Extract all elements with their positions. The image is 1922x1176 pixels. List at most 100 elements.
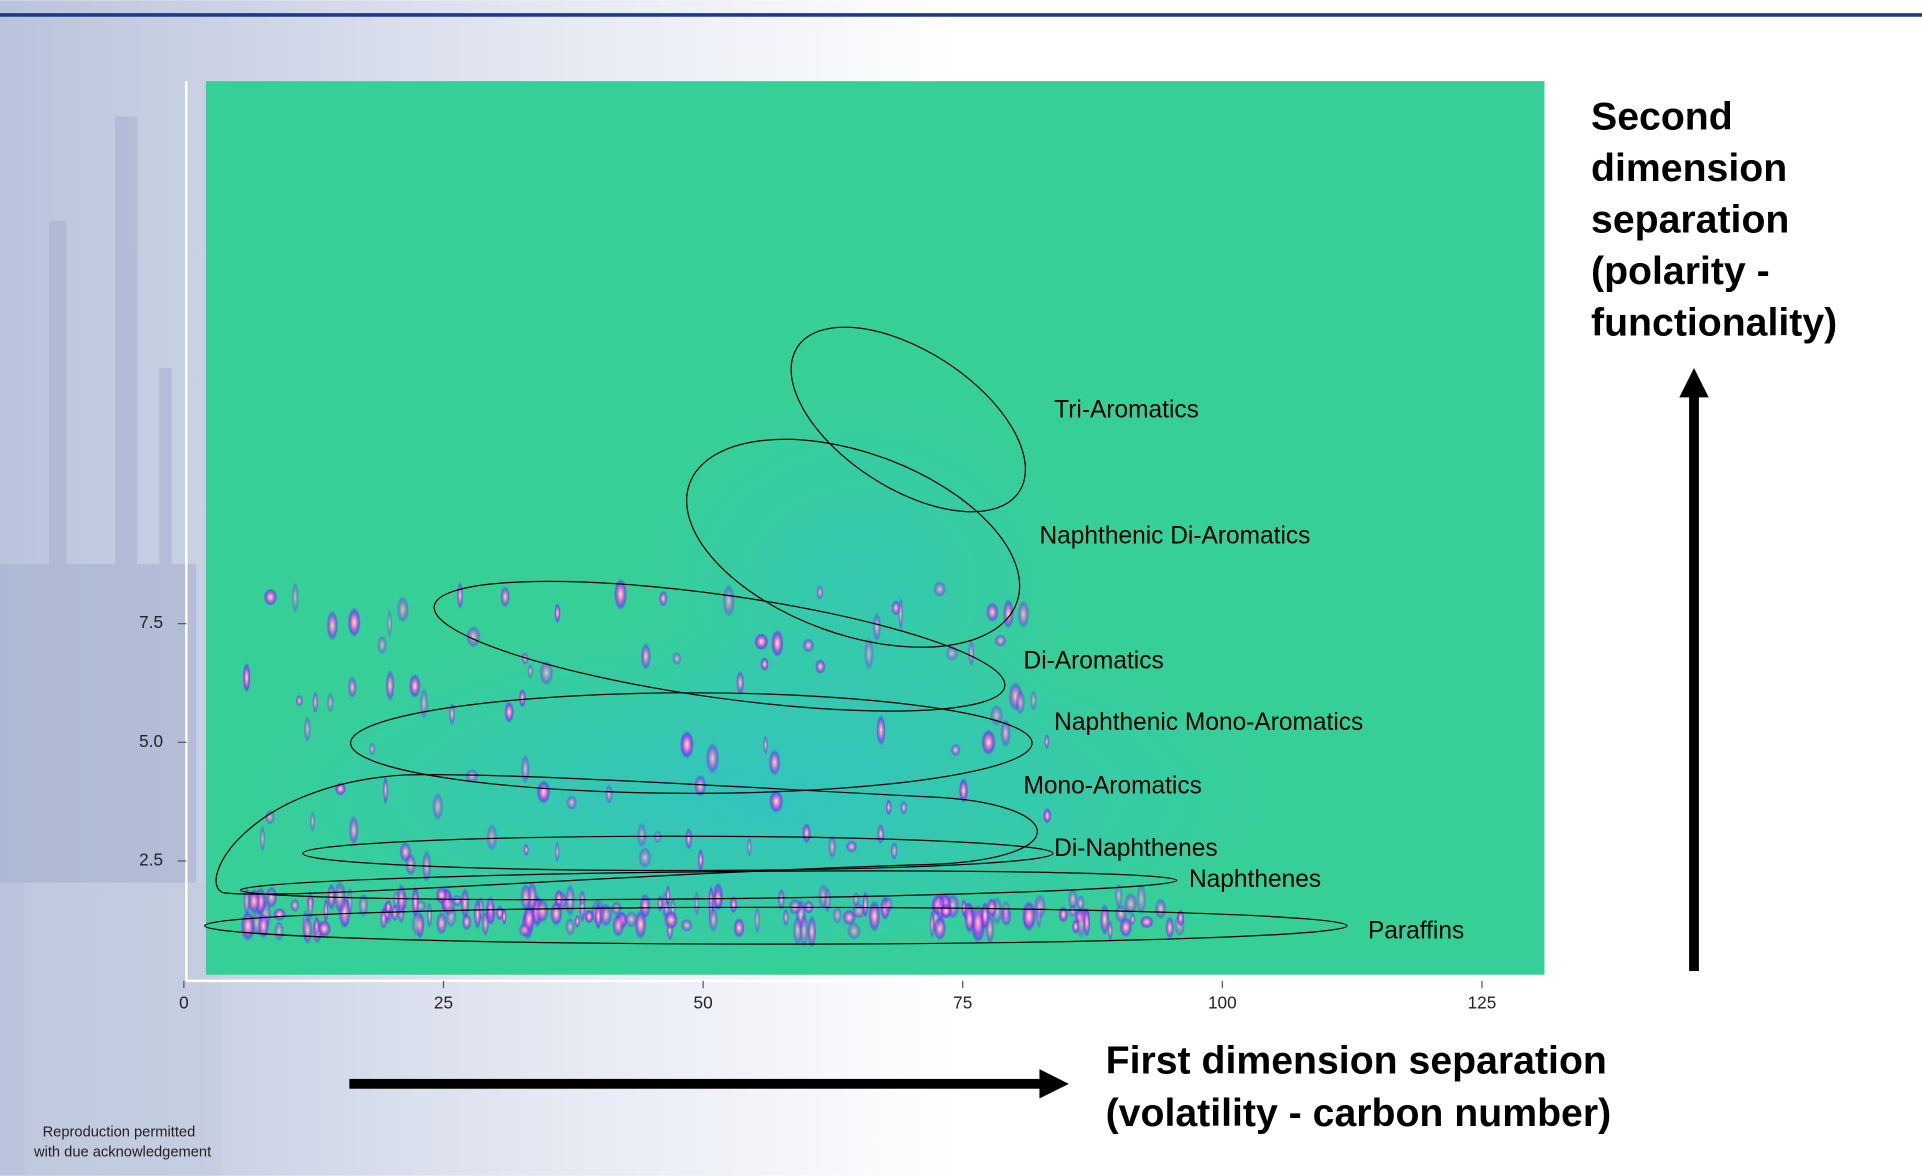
spot	[486, 824, 497, 852]
spot	[292, 581, 299, 613]
spot	[523, 843, 529, 856]
chart: Tri-Aromatics Naphthenic Di-Aromatics Di…	[0, 0, 1922, 1176]
spot	[614, 578, 627, 610]
spot	[638, 847, 652, 869]
spot	[449, 703, 456, 726]
spot	[1017, 600, 1029, 629]
spot	[1015, 689, 1025, 715]
spot	[853, 892, 860, 907]
footnote: with due acknowledgement	[33, 1144, 211, 1160]
y-tick-label: 7.5	[139, 612, 163, 632]
spot	[877, 824, 885, 845]
spot	[565, 884, 575, 918]
spot	[380, 907, 388, 929]
spot	[312, 691, 318, 714]
spot	[1072, 919, 1080, 934]
spot	[1140, 916, 1154, 929]
spot	[1136, 882, 1146, 915]
spot	[327, 610, 339, 641]
spot	[706, 743, 719, 775]
spot	[263, 588, 277, 606]
spot	[432, 792, 443, 820]
spot	[842, 909, 856, 925]
spot	[519, 688, 526, 707]
spot	[273, 908, 286, 922]
region-label: Di-Naphthenes	[1054, 835, 1217, 862]
spot	[1001, 900, 1010, 921]
spot	[769, 790, 784, 813]
spot	[771, 629, 784, 657]
spot	[664, 910, 678, 929]
spot	[412, 886, 420, 919]
spot	[802, 638, 814, 653]
spot	[986, 602, 999, 622]
spot	[1034, 894, 1046, 919]
spot	[317, 920, 331, 937]
x-tick-label: 75	[953, 993, 972, 1013]
spot	[304, 716, 311, 743]
spot	[672, 652, 682, 666]
spot	[504, 701, 514, 723]
spot	[1044, 734, 1049, 750]
spot	[940, 903, 953, 919]
spot	[754, 633, 768, 650]
region-label: Naphthenes	[1189, 866, 1321, 893]
spot	[377, 635, 387, 654]
spot	[747, 837, 752, 857]
spot	[518, 923, 530, 937]
spot	[981, 729, 996, 755]
spot	[436, 886, 448, 904]
spot	[1030, 690, 1037, 711]
spot	[768, 749, 780, 776]
spot	[349, 815, 359, 845]
spot	[527, 664, 533, 679]
spot	[1177, 909, 1184, 927]
spot	[833, 906, 843, 924]
spot	[1108, 920, 1113, 941]
spot	[535, 899, 549, 923]
page: Tri-Aromatics Naphthenic Di-Aromatics Di…	[0, 0, 1922, 1176]
spot	[807, 915, 816, 948]
spot	[637, 823, 647, 848]
spot	[722, 584, 735, 618]
spot	[554, 603, 560, 624]
spot	[555, 841, 560, 863]
spot	[816, 585, 823, 600]
spot	[846, 840, 858, 853]
spot	[933, 581, 946, 597]
spot	[680, 919, 693, 932]
spot	[1003, 599, 1014, 630]
spot	[754, 906, 760, 934]
y-axis-title: (polarity -	[1591, 249, 1770, 293]
x-tick-label: 50	[694, 993, 713, 1013]
spot	[303, 915, 313, 945]
spot	[736, 670, 744, 695]
spot	[383, 775, 388, 805]
region-label: Paraffins	[1368, 917, 1464, 944]
spot	[802, 823, 811, 844]
spot	[348, 607, 361, 637]
spot	[274, 921, 284, 941]
spot	[550, 901, 562, 926]
spot	[793, 915, 803, 946]
y-axis-title: functionality)	[1591, 300, 1837, 344]
spot	[828, 835, 836, 859]
x-tick-label: 0	[179, 993, 189, 1013]
spot	[783, 909, 789, 927]
spot	[290, 898, 300, 912]
spot	[612, 913, 624, 937]
spot	[680, 730, 694, 759]
spot	[950, 744, 960, 757]
y-axis-title: separation	[1591, 197, 1789, 241]
spot	[436, 912, 447, 935]
y-axis-title: Second	[1591, 95, 1733, 139]
spot	[815, 659, 826, 674]
spot	[1155, 898, 1167, 920]
spot	[265, 886, 277, 908]
spot	[369, 742, 376, 756]
region-label: Mono-Aromatics	[1024, 773, 1202, 800]
spot	[409, 674, 421, 699]
spot	[1068, 905, 1077, 917]
region-label: Tri-Aromatics	[1054, 396, 1199, 423]
spot	[694, 890, 699, 916]
